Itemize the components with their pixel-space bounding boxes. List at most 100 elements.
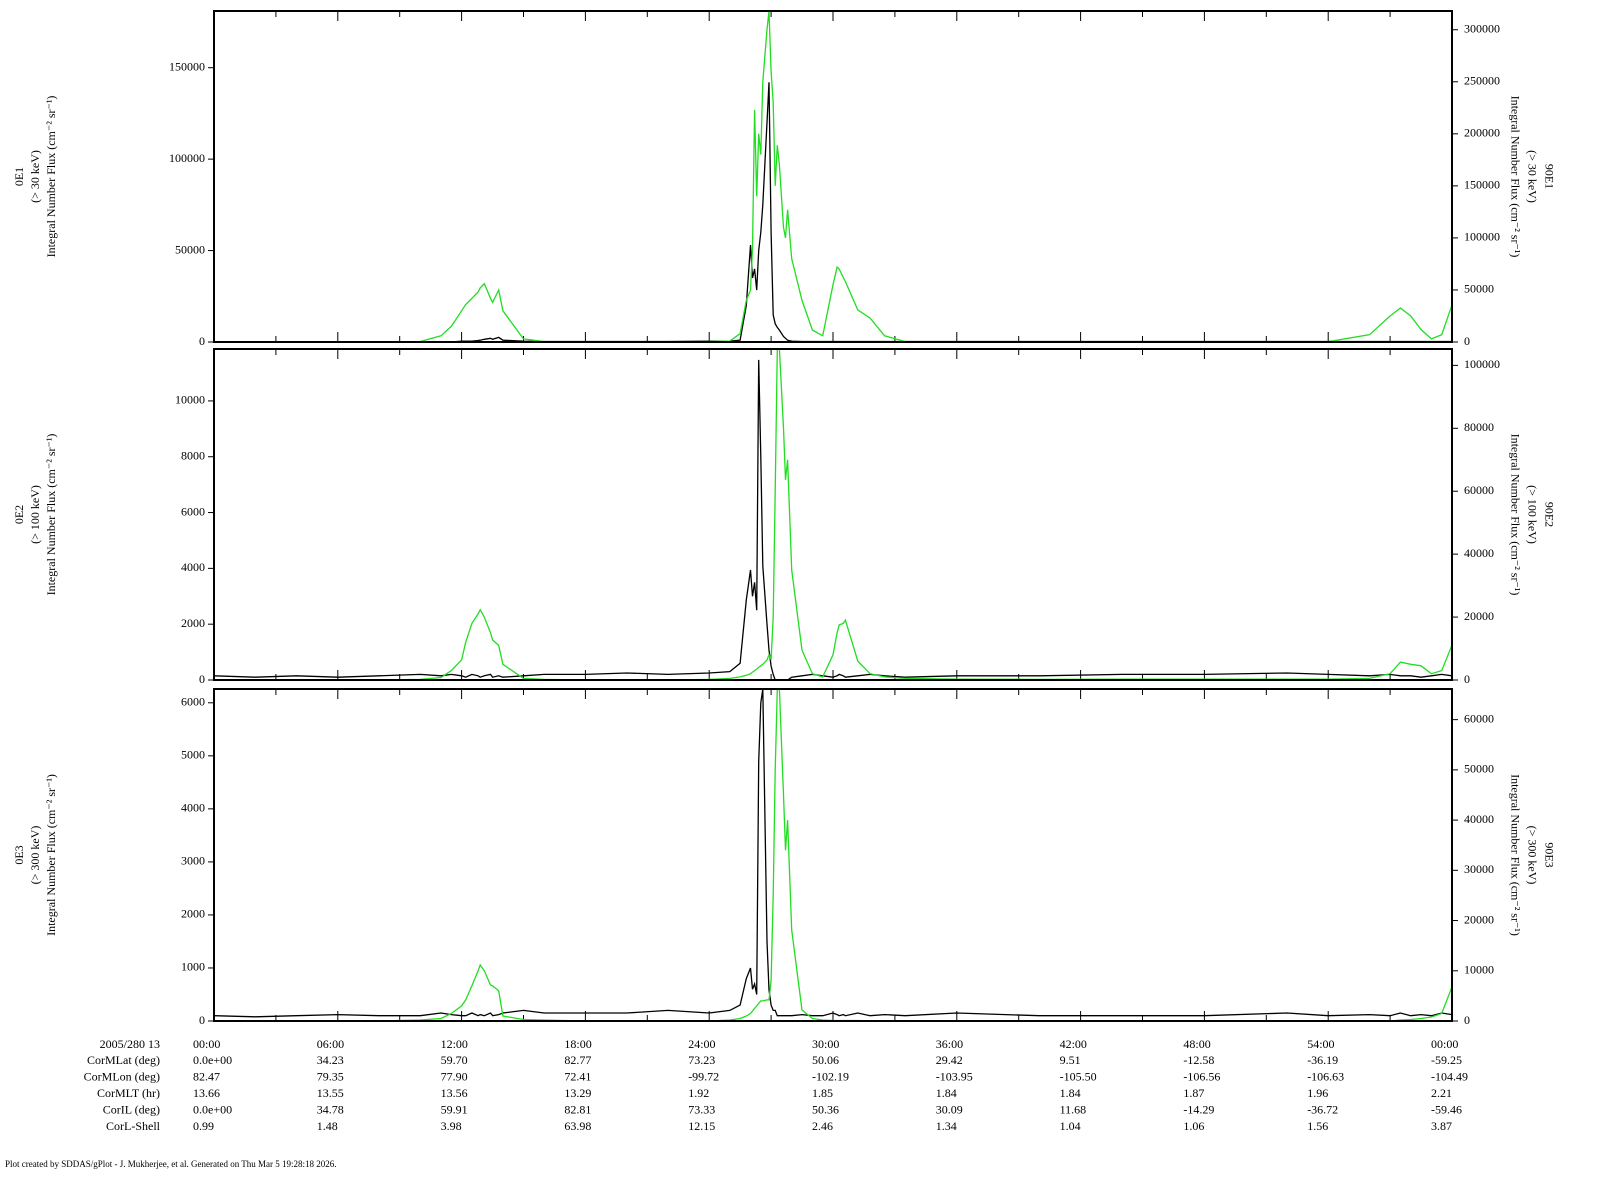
row-label: CorL-Shell	[106, 1119, 161, 1133]
y2-tick-label: 40000	[1464, 812, 1494, 826]
y-tick-label: 6000	[181, 695, 205, 709]
row-value: 0.0e+00	[193, 1102, 232, 1116]
row-value: -99.72	[688, 1070, 719, 1084]
y-axis-label: Integral Number Flux (cm⁻² sr⁻¹)	[44, 96, 58, 258]
y2-tick-label: 100000	[1464, 230, 1500, 244]
row-value: 82.77	[564, 1053, 591, 1067]
y-tick-label: 150000	[169, 59, 205, 73]
row-value: 18:00	[564, 1037, 591, 1051]
row-value: 1.34	[936, 1119, 957, 1133]
series-line	[214, 689, 1452, 1018]
row-value: 2.21	[1431, 1086, 1452, 1100]
row-value: 50.36	[812, 1102, 839, 1116]
row-value: 73.23	[688, 1053, 715, 1067]
y2-axis-label: 90E1	[1542, 164, 1556, 189]
y2-tick-label: 30000	[1464, 862, 1494, 876]
row-value: 82.47	[193, 1070, 220, 1084]
row-value: 63.98	[564, 1119, 591, 1133]
y2-tick-label: 0	[1464, 334, 1470, 348]
row-value: -59.46	[1431, 1102, 1462, 1116]
y-tick-label: 100000	[169, 151, 205, 165]
y-tick-label: 0	[199, 334, 205, 348]
row-value: -59.25	[1431, 1053, 1462, 1067]
row-value: 13.55	[317, 1086, 344, 1100]
row-value: 00:00	[1431, 1037, 1458, 1051]
row-label: CorMLon (deg)	[84, 1070, 160, 1084]
y2-tick-label: 100000	[1464, 357, 1500, 371]
row-value: 9.51	[1060, 1053, 1081, 1067]
plot-frame	[213, 688, 1453, 1022]
row-value: 79.35	[317, 1070, 344, 1084]
y2-tick-label: 60000	[1464, 483, 1494, 497]
row-value: 1.56	[1307, 1119, 1328, 1133]
y2-axis-label: Integral Number Flux (cm⁻² sr⁻¹)	[1508, 774, 1522, 936]
y2-axis-label: (> 100 keV)	[1525, 485, 1539, 544]
row-value: 1.84	[1060, 1086, 1081, 1100]
y2-tick-label: 10000	[1464, 963, 1494, 977]
row-value: 50.06	[812, 1053, 839, 1067]
row-value: 59.91	[441, 1102, 468, 1116]
y-tick-label: 8000	[181, 448, 205, 462]
y2-tick-label: 250000	[1464, 74, 1500, 88]
y2-tick-label: 0	[1464, 1013, 1470, 1027]
y2-tick-label: 150000	[1464, 178, 1500, 192]
y-tick-label: 0	[199, 1013, 205, 1027]
footer: Plot created by SDDAS/gPlot - J. Mukherj…	[5, 1159, 337, 1169]
row-value: 1.48	[317, 1119, 338, 1133]
row-value: 0.0e+00	[193, 1053, 232, 1067]
y-tick-label: 2000	[181, 616, 205, 630]
y-axis-label: Integral Number Flux (cm⁻² sr⁻¹)	[44, 434, 58, 596]
y2-axis-label: Integral Number Flux (cm⁻² sr⁻¹)	[1508, 96, 1522, 258]
row-value: -106.56	[1183, 1070, 1220, 1084]
row-label: CorIL (deg)	[103, 1102, 160, 1116]
y2-tick-label: 50000	[1464, 282, 1494, 296]
row-label: 2005/280 13	[100, 1037, 160, 1051]
y2-tick-label: 80000	[1464, 420, 1494, 434]
row-value: 73.33	[688, 1102, 715, 1116]
y2-tick-label: 300000	[1464, 21, 1500, 35]
row-value: 12:00	[441, 1037, 468, 1051]
y-tick-label: 50000	[175, 242, 205, 256]
y2-tick-label: 20000	[1464, 912, 1494, 926]
row-value: 36:00	[936, 1037, 963, 1051]
row-label: CorMLat (deg)	[87, 1053, 160, 1067]
series-line	[214, 359, 1452, 680]
row-value: -36.19	[1307, 1053, 1338, 1067]
row-value: -104.49	[1431, 1070, 1468, 1084]
y2-axis-label: (> 300 keV)	[1525, 826, 1539, 885]
row-value: -12.58	[1183, 1053, 1214, 1067]
row-value: 42:00	[1060, 1037, 1087, 1051]
series-line	[214, 689, 1452, 1021]
y-axis-label: (> 100 keV)	[28, 485, 42, 544]
series-line	[214, 82, 1452, 342]
row-value: 54:00	[1307, 1037, 1334, 1051]
row-value: -103.95	[936, 1070, 973, 1084]
row-value: 82.81	[564, 1102, 591, 1116]
row-value: 30.09	[936, 1102, 963, 1116]
y2-tick-label: 40000	[1464, 546, 1494, 560]
row-value: 1.85	[812, 1086, 833, 1100]
y-tick-label: 1000	[181, 960, 205, 974]
y2-axis-label: 90E2	[1542, 502, 1556, 527]
row-value: 1.96	[1307, 1086, 1328, 1100]
y2-axis-label: 90E3	[1542, 842, 1556, 867]
y-tick-label: 6000	[181, 504, 205, 518]
row-value: 3.87	[1431, 1119, 1452, 1133]
row-value: -36.72	[1307, 1102, 1338, 1116]
y2-tick-label: 60000	[1464, 711, 1494, 725]
y2-axis-label: (> 30 keV)	[1525, 150, 1539, 203]
plot-frame	[213, 10, 1453, 343]
row-value: 13.29	[564, 1086, 591, 1100]
y2-tick-label: 50000	[1464, 762, 1494, 776]
y-axis-label: 0E2	[12, 505, 26, 524]
row-value: 30:00	[812, 1037, 839, 1051]
row-value: 11.68	[1060, 1102, 1087, 1116]
y-axis-label: Integral Number Flux (cm⁻² sr⁻¹)	[44, 774, 58, 936]
plot-frame	[213, 348, 1453, 681]
row-value: 1.92	[688, 1086, 709, 1100]
row-value: 48:00	[1183, 1037, 1210, 1051]
y-tick-label: 0	[199, 672, 205, 686]
series-line	[214, 349, 1452, 680]
row-value: 06:00	[317, 1037, 344, 1051]
